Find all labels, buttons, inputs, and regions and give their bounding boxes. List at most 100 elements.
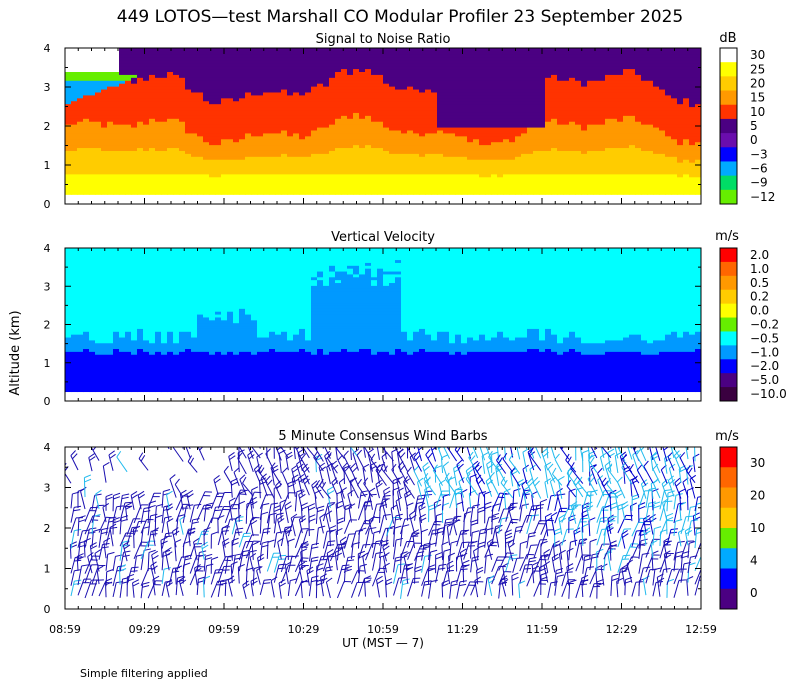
- snr-cell: [341, 100, 348, 105]
- snr-cell: [257, 115, 264, 119]
- snr-cell: [509, 86, 516, 90]
- snr-cell: [623, 191, 630, 195]
- snr-cell: [137, 185, 144, 189]
- snr-cell: [245, 71, 252, 75]
- snr-cell: [365, 59, 372, 64]
- snr-cell: [611, 80, 618, 84]
- snr-cell: [533, 88, 540, 93]
- snr-cell: [635, 156, 642, 160]
- snr-cell: [125, 132, 132, 137]
- snr-cell: [125, 188, 132, 192]
- snr-cell: [587, 159, 594, 163]
- snr-cell: [449, 106, 456, 111]
- snr-cell: [323, 182, 330, 187]
- snr-cell: [215, 188, 222, 192]
- snr-cell: [563, 165, 570, 169]
- snr-cell: [263, 188, 270, 192]
- snr-cell: [293, 112, 300, 116]
- snr-cell: [635, 91, 642, 96]
- snr-cell: [125, 179, 132, 184]
- snr-cell: [413, 68, 420, 72]
- snr-cell: [101, 124, 108, 128]
- snr-cell: [227, 112, 234, 116]
- snr-cell: [95, 141, 102, 146]
- snr-cell: [119, 124, 126, 128]
- snr-cell: [185, 126, 192, 131]
- snr-cell: [311, 165, 318, 169]
- snr-cell: [149, 176, 156, 181]
- snr-cell: [83, 144, 90, 149]
- snr-cell: [629, 62, 636, 67]
- snr-cell: [125, 97, 132, 102]
- snr-cell: [437, 100, 444, 105]
- snr-cell: [167, 109, 174, 113]
- snr-cell: [65, 106, 72, 111]
- snr-cell: [629, 97, 636, 102]
- snr-cell: [101, 126, 108, 131]
- snr-cell: [425, 191, 432, 195]
- snr-cell: [119, 153, 126, 157]
- snr-cell: [65, 138, 72, 143]
- snr-cell: [323, 115, 330, 119]
- snr-cell: [95, 138, 102, 143]
- snr-cell: [113, 159, 120, 163]
- snr-cell: [629, 167, 636, 172]
- snr-cell: [65, 62, 72, 67]
- snr-cell: [167, 185, 174, 189]
- snr-cell: [467, 56, 474, 61]
- snr-cell: [311, 103, 318, 108]
- snr-cell: [221, 97, 228, 102]
- snr-cell: [539, 71, 546, 75]
- snr-cell: [305, 144, 312, 149]
- snr-cell: [113, 71, 120, 75]
- snr-cell: [281, 179, 288, 184]
- snr-cell: [431, 188, 438, 192]
- snr-cell: [281, 124, 288, 128]
- snr-cell: [653, 129, 660, 134]
- snr-cell: [119, 176, 126, 181]
- snr-cell: [623, 77, 630, 81]
- snr-cell: [617, 138, 624, 143]
- snr-cell: [335, 144, 342, 149]
- snr-cell: [335, 112, 342, 116]
- snr-cell: [395, 77, 402, 81]
- snr-cell: [413, 141, 420, 146]
- snr-cell: [449, 167, 456, 172]
- snr-cell: [443, 86, 450, 90]
- snr-cell: [599, 53, 606, 58]
- snr-cell: [275, 191, 282, 195]
- snr-cell: [275, 144, 282, 149]
- snr-cell: [185, 77, 192, 81]
- snr-cell: [593, 167, 600, 172]
- snr-cell: [437, 159, 444, 163]
- snr-cell: [527, 112, 534, 116]
- snr-cell: [413, 88, 420, 93]
- snr-cell: [545, 176, 552, 181]
- snr-cell: [281, 156, 288, 160]
- snr-cell: [359, 109, 366, 113]
- snr-cell: [371, 91, 378, 96]
- snr-cell: [203, 153, 210, 157]
- snr-cell: [587, 162, 594, 166]
- snr-cell: [221, 56, 228, 61]
- snr-cell: [317, 106, 324, 111]
- snr-cell: [647, 129, 654, 134]
- snr-cell: [377, 132, 384, 137]
- snr-cell: [179, 56, 186, 61]
- snr-cell: [257, 71, 264, 75]
- snr-cell: [443, 62, 450, 67]
- snr-cell: [377, 144, 384, 149]
- snr-cell: [461, 124, 468, 128]
- snr-cell: [239, 191, 246, 195]
- snr-cell: [641, 138, 648, 143]
- snr-cell: [419, 91, 426, 96]
- snr-cell: [119, 106, 126, 111]
- snr-cell: [521, 103, 528, 108]
- snr-cell: [623, 97, 630, 102]
- snr-cell: [299, 118, 306, 122]
- snr-cell: [629, 144, 636, 149]
- snr-cell: [569, 147, 576, 151]
- snr-cell: [335, 132, 342, 137]
- snr-cell: [365, 182, 372, 187]
- snr-cell: [95, 176, 102, 181]
